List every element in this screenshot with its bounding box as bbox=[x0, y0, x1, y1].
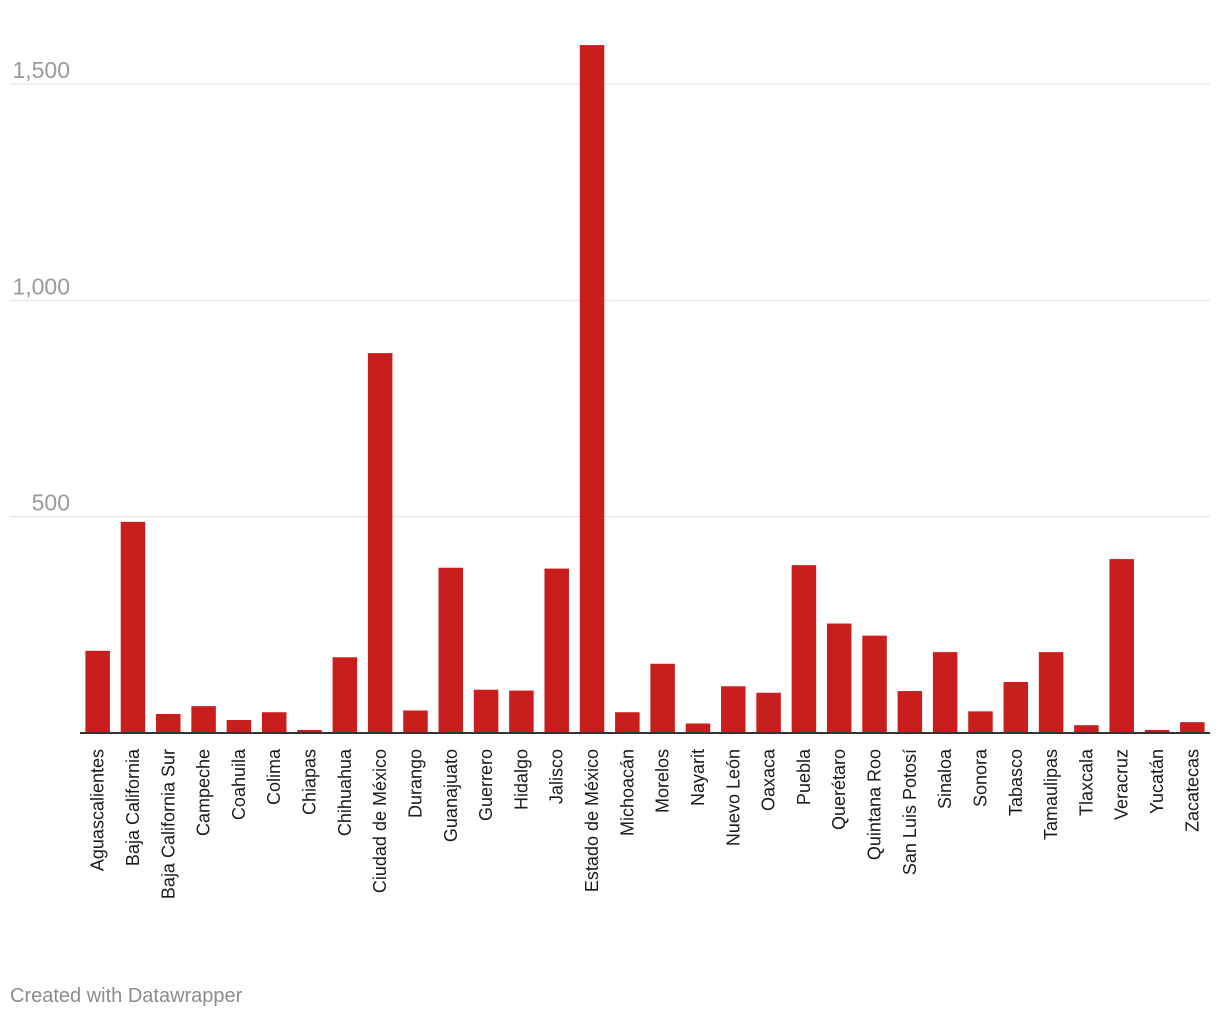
y-tick-label: 500 bbox=[32, 490, 70, 516]
x-tick-label: Colima bbox=[264, 748, 284, 805]
bar bbox=[1074, 725, 1099, 733]
bar bbox=[615, 712, 640, 733]
x-tick-label: Hidalgo bbox=[511, 749, 531, 810]
bar bbox=[650, 663, 675, 733]
x-tick-label: Sonora bbox=[970, 748, 990, 807]
bar bbox=[473, 689, 499, 733]
x-tick-label: Jalisco bbox=[547, 749, 567, 804]
x-tick-label: Durango bbox=[405, 749, 425, 818]
bar bbox=[1003, 681, 1029, 733]
x-tick-label: Tabasco bbox=[1006, 749, 1026, 816]
bar bbox=[1038, 652, 1064, 733]
bar bbox=[932, 652, 958, 733]
bar bbox=[544, 568, 569, 733]
x-tick-label: Baja California Sur bbox=[158, 749, 178, 899]
x-tick-label: Yucatán bbox=[1147, 749, 1167, 814]
bar bbox=[332, 657, 358, 733]
x-tick-label: Chihuahua bbox=[335, 748, 355, 836]
bar bbox=[968, 711, 993, 733]
x-tick-label: Aguascalientes bbox=[88, 749, 108, 871]
x-tick-label: Ciudad de México bbox=[370, 749, 390, 893]
x-tick-label: Baja California bbox=[123, 748, 143, 866]
bar bbox=[756, 692, 781, 733]
bar bbox=[509, 690, 534, 733]
bars bbox=[85, 45, 1205, 734]
bar-chart: 500 1,000 1,500 Aguascalientes Baja Califor… bbox=[10, 45, 1210, 899]
gridlines bbox=[10, 83, 1210, 518]
bar bbox=[791, 565, 817, 733]
x-tick-label: Guanajuato bbox=[441, 749, 461, 842]
y-tick-label: 1,000 bbox=[12, 273, 70, 299]
bar bbox=[1144, 729, 1170, 733]
x-tick-label: Veracruz bbox=[1112, 749, 1132, 820]
bar bbox=[438, 567, 464, 733]
x-tick-label: Puebla bbox=[794, 748, 814, 805]
x-axis-labels: Aguascalientes Baja California Baja Califo… bbox=[88, 748, 1203, 899]
x-tick-label: Chiapas bbox=[300, 749, 320, 815]
x-tick-label: Estado de México bbox=[582, 749, 602, 892]
x-tick-label: Oaxaca bbox=[759, 748, 779, 811]
bar bbox=[85, 650, 110, 733]
bar bbox=[862, 635, 887, 733]
datawrapper-credit: Created with Datawrapper bbox=[10, 985, 243, 1007]
x-tick-label: Querétaro bbox=[829, 749, 849, 830]
x-tick-label: Quintana Roo bbox=[865, 749, 885, 860]
bar bbox=[897, 691, 923, 733]
bar bbox=[1180, 722, 1205, 733]
bar bbox=[261, 712, 287, 733]
bar bbox=[579, 45, 605, 734]
x-tick-label: Michoacán bbox=[617, 749, 637, 836]
bar bbox=[120, 521, 146, 733]
x-tick-label: Tamaulipas bbox=[1041, 749, 1061, 840]
y-axis-labels: 500 1,000 1,500 bbox=[12, 57, 70, 516]
x-tick-label: Nuevo León bbox=[723, 749, 743, 846]
x-tick-label: Zacatecas bbox=[1182, 749, 1202, 832]
x-tick-label: Coahuila bbox=[229, 748, 249, 820]
bar bbox=[826, 623, 852, 733]
x-tick-label: Sinaloa bbox=[935, 748, 955, 809]
bar bbox=[1109, 559, 1134, 733]
x-tick-label: Nayarit bbox=[688, 749, 708, 806]
x-tick-label: Tlaxcala bbox=[1076, 748, 1096, 816]
bar bbox=[191, 706, 216, 733]
bar bbox=[685, 723, 711, 733]
x-tick-label: Guerrero bbox=[476, 749, 496, 821]
bar bbox=[297, 729, 322, 733]
bar bbox=[156, 713, 181, 733]
bar bbox=[403, 710, 428, 733]
y-tick-label: 1,500 bbox=[12, 57, 70, 83]
x-tick-label: San Luis Potosí bbox=[900, 749, 920, 875]
x-tick-label: Campeche bbox=[194, 749, 214, 836]
bar bbox=[367, 353, 393, 733]
x-tick-label: Morelos bbox=[653, 749, 673, 813]
bar bbox=[226, 720, 252, 733]
bar bbox=[721, 686, 746, 733]
